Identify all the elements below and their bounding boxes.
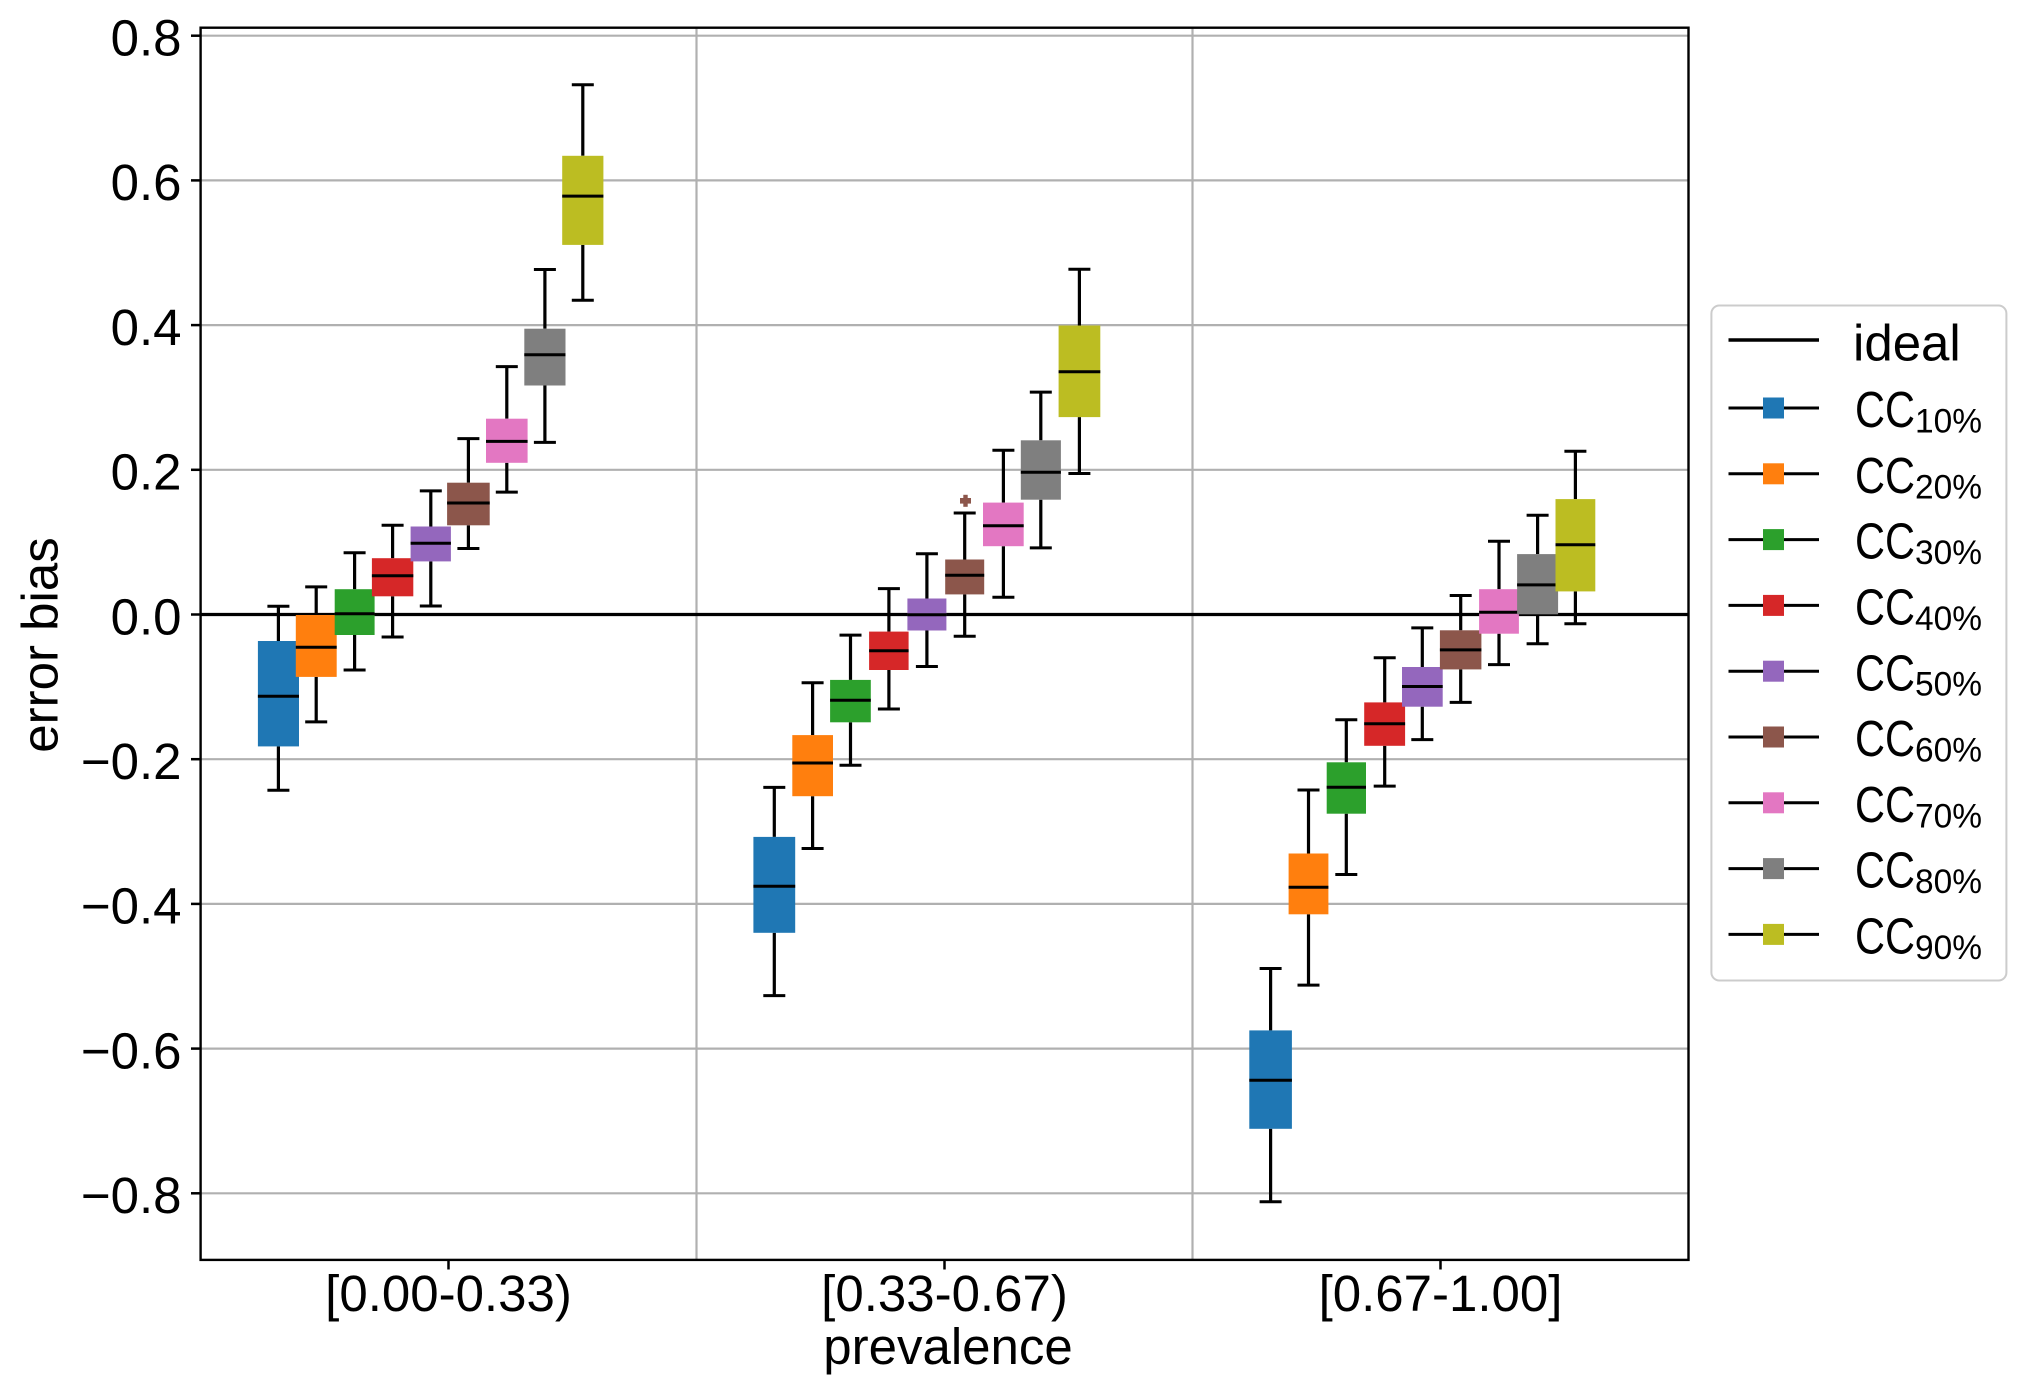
svg-text:0.0: 0.0 <box>111 588 182 645</box>
svg-text:ideal: ideal <box>1853 315 1961 372</box>
svg-text:CC50%: CC50% <box>1855 644 1982 703</box>
svg-text:CC60%: CC60% <box>1855 710 1982 769</box>
svg-text:−0.8: −0.8 <box>81 1167 182 1224</box>
svg-text:CC10%: CC10% <box>1855 381 1982 440</box>
svg-text:−0.6: −0.6 <box>81 1022 182 1079</box>
svg-text:0.4: 0.4 <box>111 299 182 356</box>
svg-text:prevalence: prevalence <box>823 1318 1073 1375</box>
svg-text:CC80%: CC80% <box>1855 842 1982 901</box>
svg-text:CC20%: CC20% <box>1855 447 1982 506</box>
svg-text:[0.67-1.00]: [0.67-1.00] <box>1319 1265 1563 1322</box>
svg-text:−0.4: −0.4 <box>81 878 182 935</box>
svg-text:[0.33-0.67): [0.33-0.67) <box>821 1265 1068 1322</box>
svg-text:error bias: error bias <box>11 537 68 752</box>
svg-text:−0.2: −0.2 <box>81 733 182 790</box>
svg-text:0.2: 0.2 <box>111 444 182 501</box>
svg-text:0.6: 0.6 <box>111 154 182 211</box>
svg-text:[0.00-0.33): [0.00-0.33) <box>325 1265 572 1322</box>
svg-text:CC40%: CC40% <box>1855 579 1982 638</box>
svg-text:CC90%: CC90% <box>1855 908 1982 967</box>
svg-text:CC70%: CC70% <box>1855 776 1982 835</box>
svg-text:0.8: 0.8 <box>111 10 182 67</box>
svg-text:CC30%: CC30% <box>1855 513 1982 572</box>
